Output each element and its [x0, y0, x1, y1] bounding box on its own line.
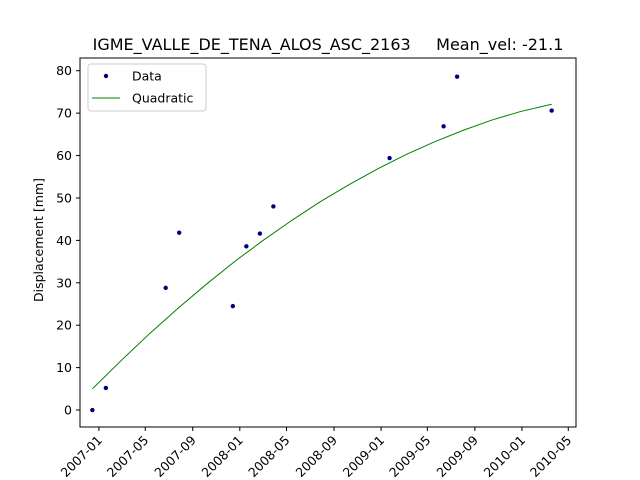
y-tick-label: 0: [64, 403, 72, 418]
data-point: [177, 230, 182, 235]
x-tick-label: 2007-09: [151, 432, 199, 480]
data-point: [549, 108, 554, 113]
data-point: [271, 204, 276, 209]
x-tick-label: 2009-01: [340, 433, 388, 480]
x-tick-label: 2008-05: [245, 433, 293, 480]
legend-label: Quadratic: [132, 91, 194, 106]
x-tick-label: 2010-05: [527, 433, 575, 480]
y-tick-label: 40: [56, 233, 72, 248]
series-line-quadratic: [92, 103, 552, 390]
x-tick-label: 2007-05: [104, 433, 152, 480]
data-point: [441, 124, 446, 129]
legend-box: [87, 63, 207, 112]
data-point: [90, 407, 95, 413]
x-tick-label: 2009-05: [386, 433, 434, 480]
y-tick-label: 80: [56, 63, 72, 78]
y-tick-label: 20: [56, 318, 72, 333]
data-point: [454, 74, 460, 79]
y-tick-label: 70: [56, 106, 72, 121]
x-tick-label: 2008-01: [198, 433, 246, 480]
data-point: [103, 385, 109, 391]
y-tick-label: 50: [56, 190, 72, 205]
x-tick-label: 2010-01: [481, 433, 529, 480]
y-axis-label: Displacement [mm]: [31, 178, 46, 302]
x-tick-label: 2008-09: [293, 432, 341, 480]
x-tick-label: 2009-09: [433, 432, 481, 480]
y-tick-label: 60: [56, 148, 72, 163]
legend-label: Data: [132, 69, 162, 84]
legend-marker-data: [103, 73, 109, 79]
y-tick-label: 30: [56, 275, 72, 290]
data-point: [163, 285, 168, 291]
data-point: [257, 231, 263, 236]
data-point: [230, 303, 236, 309]
chart-title: IGME_VALLE_DE_TENA_ALOS_ASC_2163 Mean_ve…: [93, 35, 564, 55]
y-tick-label: 10: [56, 360, 72, 375]
data-point: [244, 244, 249, 249]
plot-frame: [79, 57, 577, 428]
data-point: [387, 155, 392, 161]
x-tick-label: 2007-01: [57, 433, 105, 480]
